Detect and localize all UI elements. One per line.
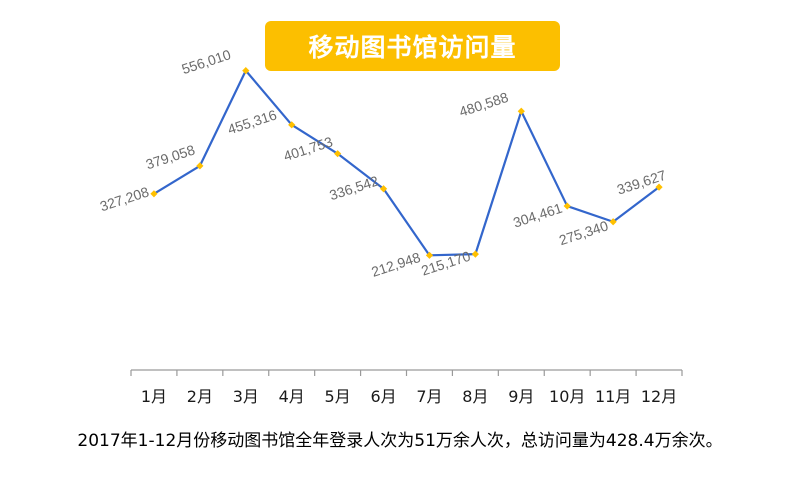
data-label: 480,588 xyxy=(457,89,510,120)
data-point xyxy=(150,190,158,198)
x-tick-label: 3月 xyxy=(233,387,259,406)
x-tick-label: 2月 xyxy=(187,387,213,406)
x-tick-label: 10月 xyxy=(549,387,585,406)
x-tick-label: 7月 xyxy=(416,387,442,406)
x-tick-label: 6月 xyxy=(370,387,396,406)
x-axis: 1月 2月 3月 4月 5月 6月 7月 8月 9月 10月 11月 12月 xyxy=(130,369,683,406)
x-tick-label: 4月 xyxy=(279,387,305,406)
summary-caption: 2017年1-12月份移动图书馆全年登录人次为51万余人次，总访问量为428.4… xyxy=(77,431,723,451)
data-point xyxy=(425,251,434,259)
data-point xyxy=(517,107,525,115)
data-point xyxy=(471,250,479,258)
data-point xyxy=(242,67,250,75)
data-label: 379,058 xyxy=(144,141,197,172)
x-tick-label: 12月 xyxy=(641,387,677,406)
data-point xyxy=(655,183,663,191)
data-label: 339,627 xyxy=(615,167,668,198)
x-tick-label: 5月 xyxy=(325,387,351,406)
x-tick-label: 9月 xyxy=(508,387,534,406)
data-label: 275,340 xyxy=(557,217,610,248)
data-point xyxy=(334,150,342,158)
x-tick-label: 8月 xyxy=(462,387,488,406)
data-point xyxy=(288,121,296,129)
data-label: 336,542 xyxy=(327,172,380,203)
data-point xyxy=(563,202,571,210)
x-tick-label: 11月 xyxy=(595,387,631,406)
data-point xyxy=(196,162,204,170)
data-label: 401,753 xyxy=(281,133,334,164)
data-label: 556,010 xyxy=(180,46,233,77)
data-label: 212,948 xyxy=(369,249,422,280)
data-label: 455,316 xyxy=(226,106,279,137)
chart-title: 移动图书馆访问量 xyxy=(265,21,560,71)
data-point xyxy=(609,218,617,226)
data-markers xyxy=(150,67,663,259)
x-tick-label: 1月 xyxy=(141,387,167,406)
data-point xyxy=(379,185,388,193)
series-line-group xyxy=(153,69,660,257)
data-label: 327,208 xyxy=(98,183,151,214)
series-line xyxy=(153,69,660,257)
data-label: 304,461 xyxy=(511,200,564,231)
